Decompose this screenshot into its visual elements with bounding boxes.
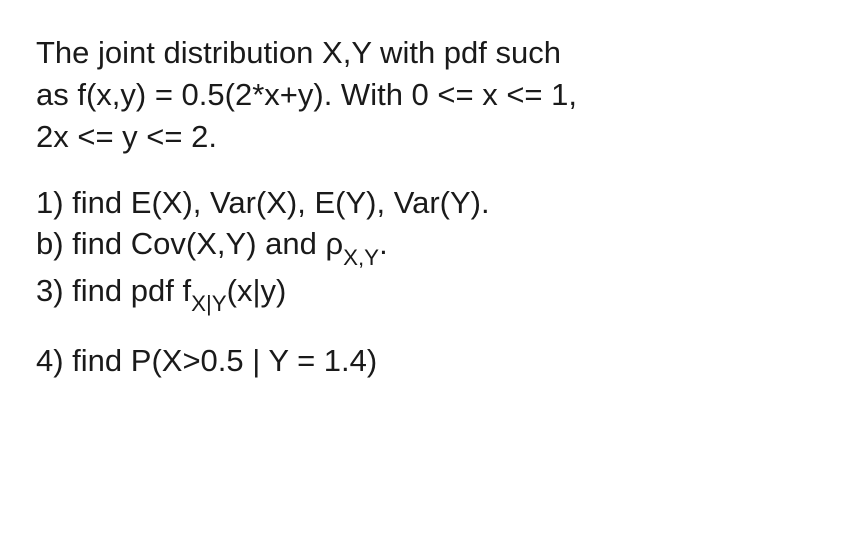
problem-intro: The joint distribution X,Y with pdf such… [36, 32, 812, 158]
question-3-part-a: 3) find pdf f [36, 273, 191, 308]
intro-line-1: The joint distribution X,Y with pdf such [36, 35, 561, 70]
questions-block-2: 4) find P(X>0.5 | Y = 1.4) [36, 340, 812, 382]
question-2-part-a: b) find Cov(X,Y) and ρ [36, 226, 343, 261]
question-3-part-b: (x|y) [227, 273, 287, 308]
questions-block-1: 1) find E(X), Var(X), E(Y), Var(Y). b) f… [36, 182, 812, 316]
question-2-part-b: . [379, 226, 388, 261]
intro-line-2: as f(x,y) = 0.5(2*x+y). With 0 <= x <= 1… [36, 77, 577, 112]
rho-subscript: X,Y [343, 245, 379, 270]
pdf-subscript: X|Y [191, 291, 227, 316]
question-1: 1) find E(X), Var(X), E(Y), Var(Y). [36, 185, 490, 220]
question-4: 4) find P(X>0.5 | Y = 1.4) [36, 343, 377, 378]
intro-line-3: 2x <= y <= 2. [36, 119, 217, 154]
